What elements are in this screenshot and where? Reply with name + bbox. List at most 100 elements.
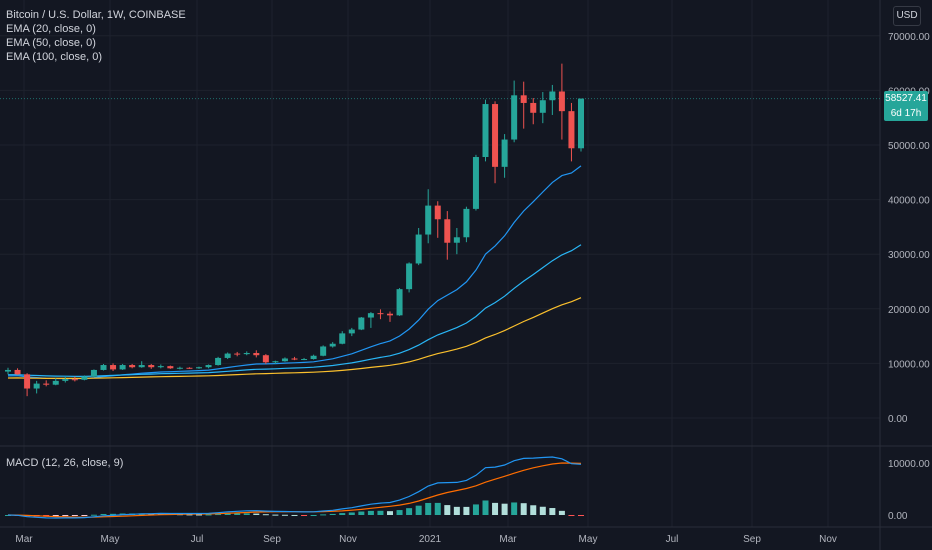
candle-body [482,104,489,158]
ema100-line [7,297,582,379]
candle-body [530,102,537,113]
macd-histogram-bar [472,504,479,515]
candle [5,367,11,375]
macd-histogram-bar [100,513,107,515]
candle-body [387,313,393,316]
macd-histogram-bar [81,515,88,516]
candle [406,262,413,293]
candle [482,99,489,162]
candle-body [5,369,11,372]
candle [148,363,155,369]
candle-body [501,139,508,167]
x-tick-label: Nov [339,534,357,545]
candle-body [310,355,317,360]
macd-histogram-bar [291,514,298,516]
candle [377,309,384,320]
ema20-line [7,165,582,380]
macd-histogram-bar [568,515,575,516]
candle [568,102,575,162]
candle-body [301,359,308,361]
candle-body [224,353,231,358]
macd-histogram-bar [281,514,288,516]
candle-body [511,95,518,140]
x-tick-label: Mar [499,534,517,545]
candle-body [196,367,202,369]
candle [558,63,565,140]
candle [520,81,527,129]
candle [243,351,250,356]
macd-histogram-bar [196,514,202,516]
macd-histogram-bar [377,510,384,515]
macd-histogram-bar [205,514,212,516]
macd-histogram-bar [234,513,241,515]
macd-histogram-bar [253,513,260,515]
candle [62,377,69,383]
macd-histogram-bar [310,514,317,516]
candle [119,363,126,370]
macd-histogram-bar [329,513,336,515]
macd-histogram-bar [339,513,346,515]
candle-body [262,355,269,363]
x-tick-label: Jul [191,534,204,545]
macd-histogram-bar [272,514,279,516]
candle [138,361,145,368]
candle-body [186,367,193,369]
macd-histogram-bar [186,514,193,516]
candle-body [578,98,584,149]
macd-histogram-bar [262,514,269,516]
candle-body [272,361,279,363]
candle [176,366,183,370]
macd-histogram-bar [148,513,155,515]
x-tick-label: May [579,534,598,545]
y-tick-label: 20000.00 [888,305,930,316]
macd-histogram-bar [530,505,537,515]
candle-body [138,365,145,368]
candle [281,357,288,362]
candle-body [100,365,107,370]
candle-body [62,379,69,381]
macd-y-tick-label: 10000.00 [888,459,930,470]
x-tick-label: Sep [263,534,281,545]
macd-y-tick-label: 0.00 [888,511,908,522]
candle [463,206,470,243]
x-tick-label: May [101,534,120,545]
candle-body [396,289,403,316]
macd-histogram-bar [434,502,441,515]
candle [434,201,441,238]
macd-histogram-bar [539,506,546,515]
candle [205,364,212,369]
candle [387,311,393,322]
bar-countdown: 6d 17h [890,108,922,119]
macd-histogram-bar [511,502,518,515]
candle [81,375,88,381]
candle [453,227,460,255]
y-tick-label: 70000.00 [888,32,930,43]
candle-body [71,379,78,381]
y-tick-label: 40000.00 [888,196,930,207]
macd-label: MACD (12, 26, close, 9) [6,457,124,469]
candle-body [377,313,384,315]
candle [234,351,241,357]
macd-histogram-bar [444,505,451,515]
candle [272,360,279,364]
candle [253,350,260,358]
macd-histogram-bar [415,505,422,515]
candle-body [253,353,260,356]
candle [530,98,537,125]
candle [539,92,546,124]
candle [396,288,403,316]
candle-body [167,366,174,369]
candle-body [339,333,346,344]
candle-body [549,91,556,101]
candle-body [492,104,499,167]
macd-histogram-bar [520,503,527,515]
candle-body [472,157,479,209]
candle-body [33,383,40,389]
candle-body [358,317,365,330]
currency-button[interactable]: USD [893,6,921,26]
x-tick-label: Mar [15,534,33,545]
chart-legend: Bitcoin / U.S. Dollar, 1W, COINBASE EMA … [6,8,186,64]
candle-body [320,346,327,356]
macd-line [7,456,582,519]
